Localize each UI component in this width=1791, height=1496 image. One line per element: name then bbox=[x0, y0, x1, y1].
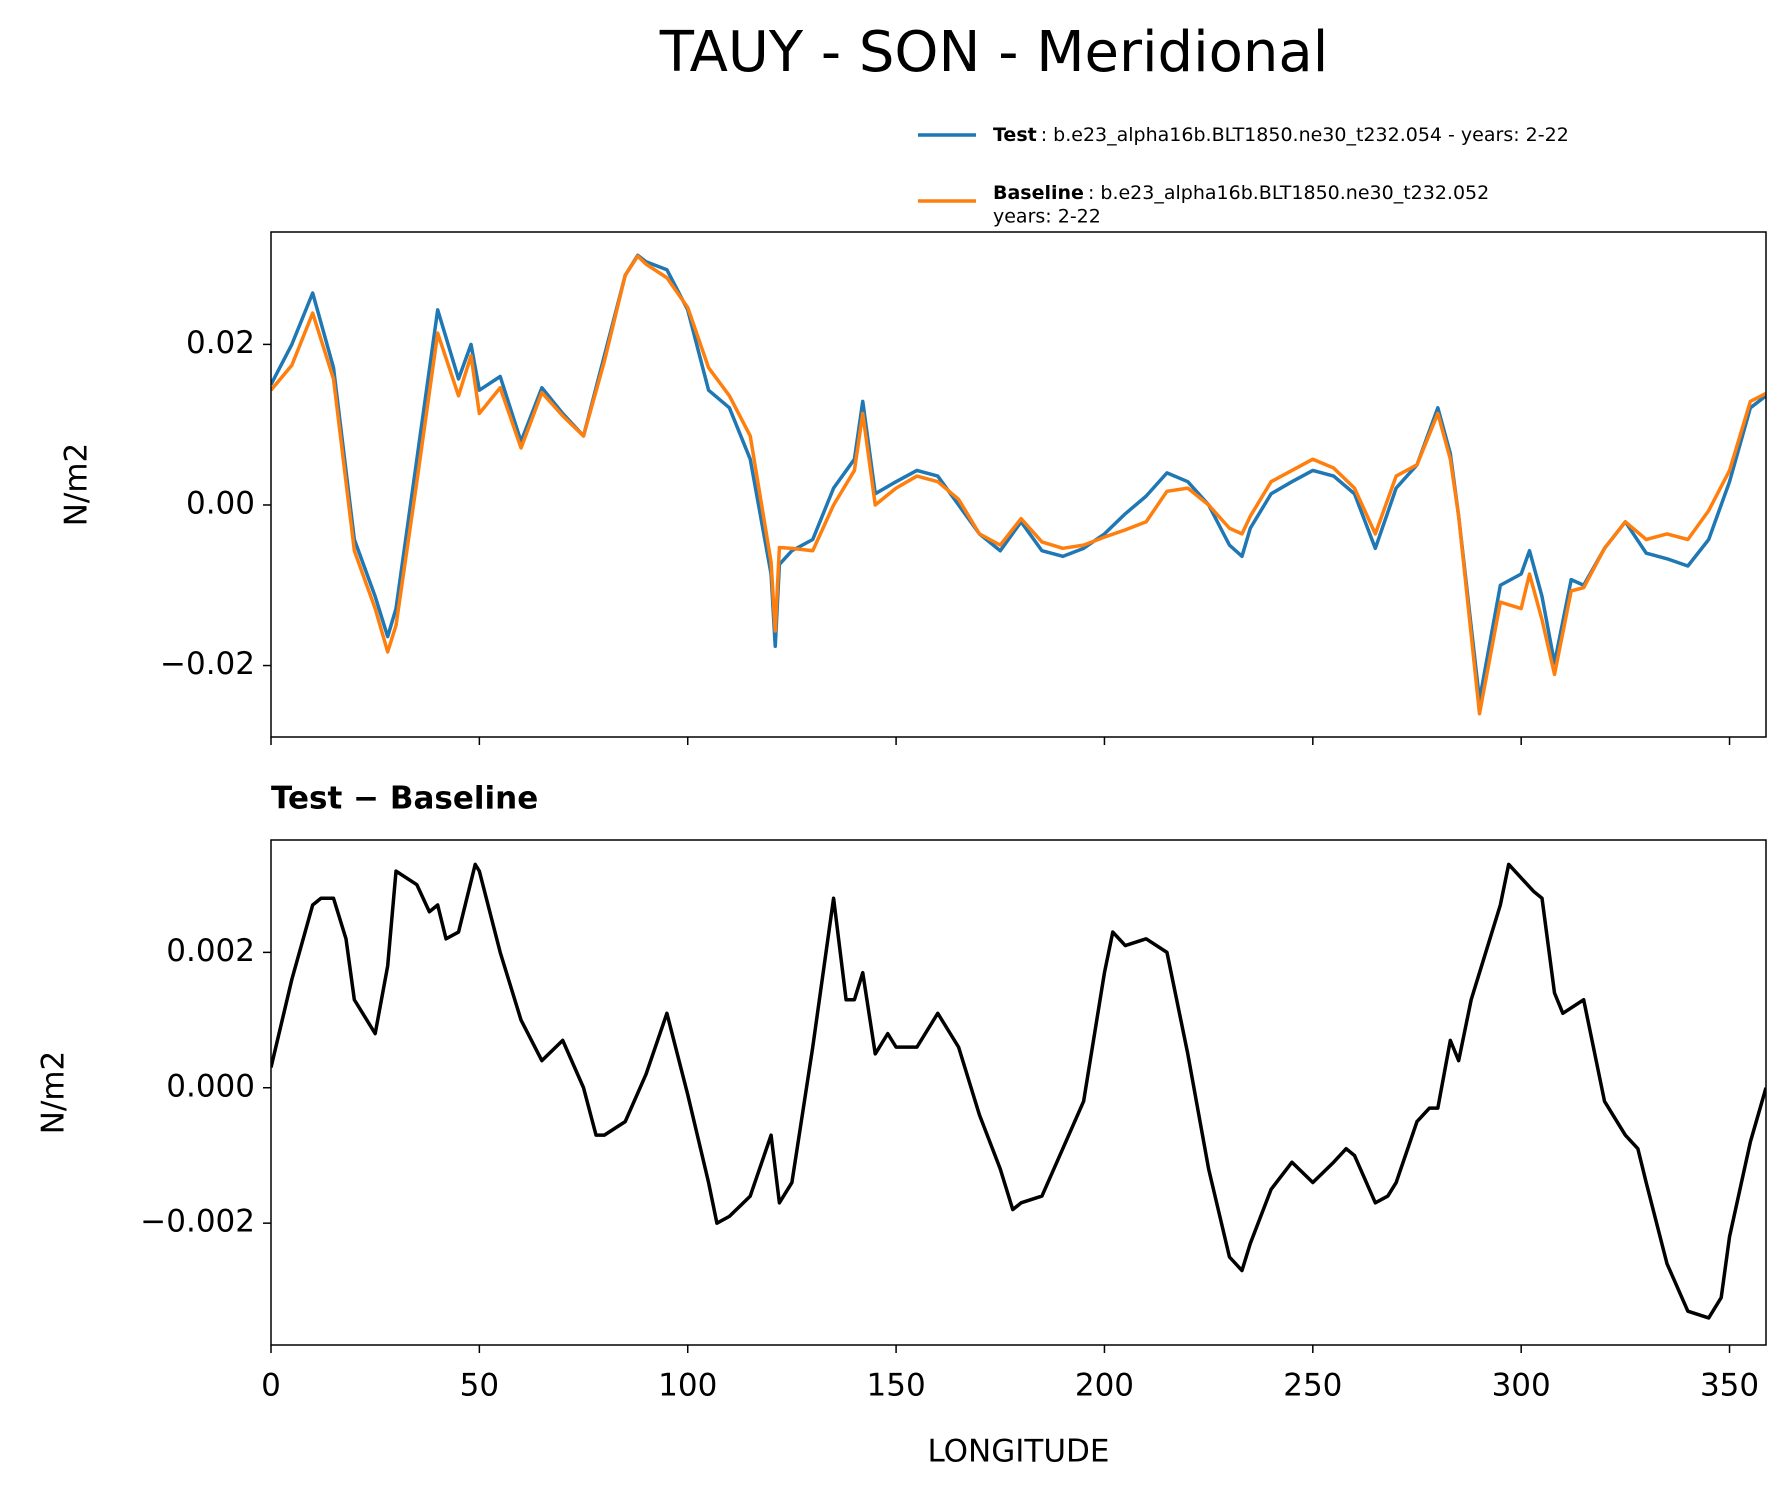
data-line bbox=[271, 253, 1766, 702]
x-tick-label: 150 bbox=[867, 1368, 926, 1404]
chart-title: TAUY - SON - Meridional bbox=[659, 20, 1329, 85]
legend-description: : b.e23_alpha16b.BLT1850.ne30_t232.052 bbox=[1088, 182, 1489, 204]
y-tick-label: −0.02 bbox=[160, 646, 255, 682]
legend-description: years: 2-22 bbox=[993, 206, 1101, 228]
y-tick-label: 0.002 bbox=[166, 933, 255, 969]
y-tick-label: 0.00 bbox=[186, 485, 255, 521]
x-axis-label: LONGITUDE bbox=[927, 1434, 1109, 1470]
x-tick-label: 350 bbox=[1700, 1368, 1759, 1404]
y-tick-label: 0.02 bbox=[186, 325, 255, 361]
x-tick-label: 100 bbox=[658, 1368, 717, 1404]
subplot-title: Test − Baseline bbox=[271, 781, 538, 817]
legend-name: Baseline bbox=[993, 182, 1084, 204]
axes-frame bbox=[270, 839, 1767, 1346]
y-tick-label: −0.002 bbox=[140, 1204, 255, 1240]
y-axis-label: N/m2 bbox=[36, 1051, 72, 1135]
legend-entry: Test: b.e23_alpha16b.BLT1850.ne30_t232.0… bbox=[993, 124, 1569, 146]
x-tick-label: 200 bbox=[1075, 1368, 1134, 1404]
y-axis-label: N/m2 bbox=[59, 443, 95, 527]
x-tick-label: 250 bbox=[1283, 1368, 1342, 1404]
axes-frame bbox=[270, 231, 1767, 738]
x-tick-label: 300 bbox=[1492, 1368, 1551, 1404]
y-tick-label: 0.000 bbox=[166, 1068, 255, 1104]
x-tick-label: 0 bbox=[261, 1368, 281, 1404]
x-tick-label: 50 bbox=[460, 1368, 499, 1404]
legend-entry: Baseline: b.e23_alpha16b.BLT1850.ne30_t2… bbox=[993, 182, 1489, 204]
data-line bbox=[271, 254, 1766, 716]
legend-description: : b.e23_alpha16b.BLT1850.ne30_t232.054 -… bbox=[1041, 124, 1569, 146]
legend-name: Test bbox=[993, 124, 1037, 146]
data-line bbox=[271, 862, 1766, 1320]
